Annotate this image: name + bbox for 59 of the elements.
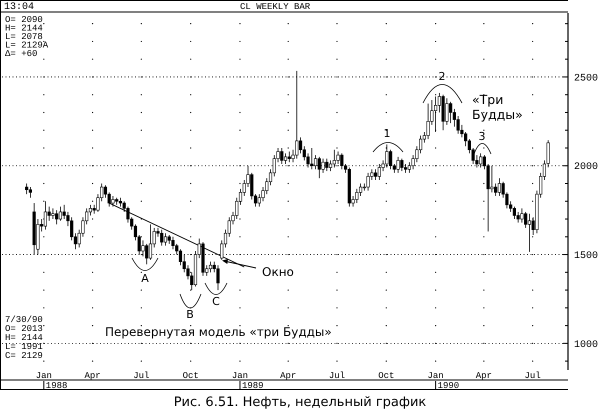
candlestick [164, 232, 168, 246]
candlestick [498, 178, 501, 196]
candlestick [396, 156, 400, 174]
annotation: A [141, 272, 150, 285]
candlestick [328, 160, 332, 172]
x-tick-label: Jan [428, 371, 444, 381]
chart-subtitle: CL WEEKLY BAR [240, 2, 311, 12]
candlestick [520, 208, 524, 223]
candlestick [449, 101, 452, 124]
annotation: C [212, 295, 220, 308]
x-tick-label: Jan [232, 371, 248, 381]
candlestick [25, 183, 28, 195]
annotation: O= 2090 H= 2144 L= 2078 L= 2129A Δ= +60 [5, 15, 49, 59]
annotation: 7/30/90 O= 2013 H= 2144 L= 1991 C= 2129 [5, 315, 43, 361]
x-tick-label: Jul [133, 371, 150, 381]
x-tick-label: Oct [182, 371, 199, 381]
annotation: «Три Будды» [472, 92, 523, 122]
candlestick [512, 206, 516, 220]
candlestick [55, 210, 58, 225]
candlestick [288, 151, 291, 163]
x-tick-label: Apr [280, 371, 296, 381]
text: 1988 [46, 381, 68, 391]
y-tick-label: 1500 [574, 251, 598, 262]
annotation: Окно [262, 265, 294, 279]
y-tick-label: 2500 [574, 73, 598, 84]
candlestick [366, 172, 370, 192]
candlestick [358, 183, 362, 196]
text: Рис. 6.51. Нефть, недельный график [174, 395, 426, 410]
x-tick-label: Jul [524, 371, 541, 381]
candlestick [28, 186, 32, 198]
candlestick [426, 103, 430, 140]
annotation: B [186, 308, 194, 321]
candlestick [298, 136, 302, 154]
annotation: Перевернутая модель «три Будды» [105, 325, 332, 339]
candlestick [145, 243, 148, 265]
x-tick-label: Oct [378, 371, 394, 381]
candlestick [51, 208, 55, 220]
x-tick-label: Jan [36, 371, 52, 381]
candlestick [280, 148, 284, 164]
annotation: 3 [478, 130, 486, 143]
y-tick-label: 1000 [574, 340, 598, 351]
candlestick [216, 264, 220, 290]
x-tick-label: Jul [328, 371, 346, 381]
candlestick [171, 236, 175, 250]
candlestick [160, 229, 164, 246]
candlestick [374, 168, 378, 180]
candlestick [445, 98, 448, 126]
y-tick-label: 2000 [574, 162, 598, 174]
x-tick-label: Apr [84, 371, 101, 381]
candlestick [528, 213, 532, 252]
annotation: 13:04 [4, 2, 34, 13]
text: 1990 [438, 381, 460, 391]
text: 1989 [242, 381, 264, 391]
x-tick-label: Apr [476, 371, 492, 381]
candlestick [58, 206, 62, 222]
candlestick [208, 261, 212, 273]
annotation: 1 [384, 127, 390, 140]
annotation: 2 [438, 70, 446, 83]
candlestick [126, 206, 130, 223]
